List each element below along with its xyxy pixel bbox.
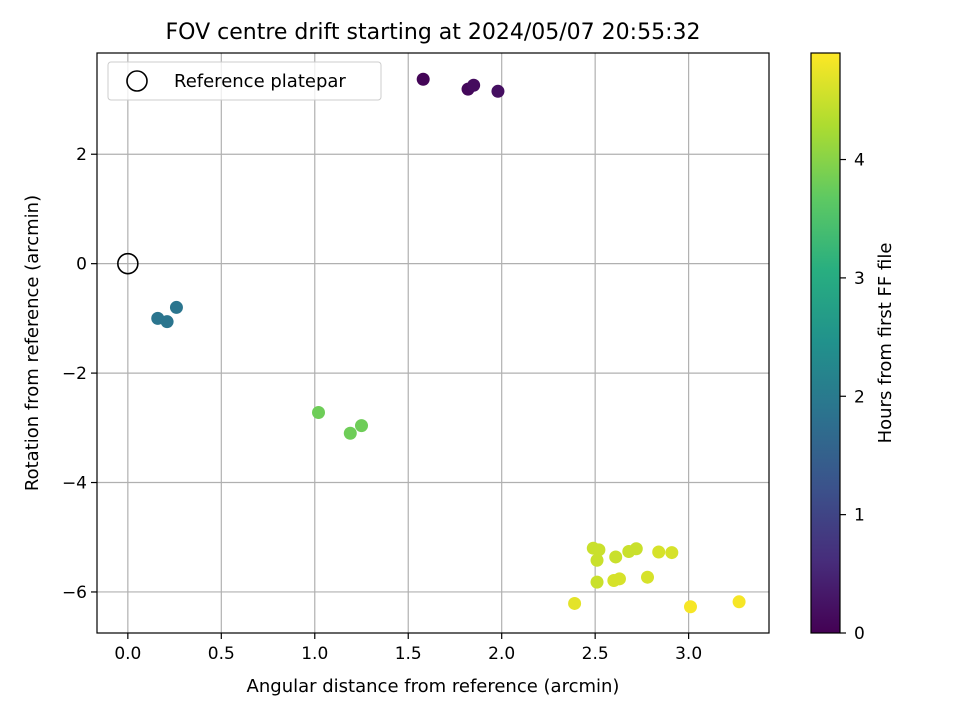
x-tick-label: 1.5 [395, 644, 422, 664]
colorbar-tick-label: 4 [854, 151, 865, 171]
y-tick-label: −2 [62, 364, 87, 384]
x-tick-label: 3.0 [675, 644, 702, 664]
data-point [491, 84, 505, 98]
data-point [665, 546, 679, 560]
data-point [640, 570, 654, 584]
colorbar: 0 1 2 3 4 Hours from first FF file [810, 52, 896, 644]
data-point [355, 419, 369, 433]
data-point [312, 405, 326, 419]
data-point [467, 78, 481, 92]
data-point [652, 545, 666, 559]
colorbar-tick-label: 3 [854, 269, 865, 289]
x-tick-label: 2.5 [582, 644, 609, 664]
data-point [629, 542, 643, 556]
data-point [592, 543, 606, 557]
colorbar-label: Hours from first FF file [875, 243, 896, 444]
x-tick-label: 2.0 [488, 644, 515, 664]
data-point [683, 600, 697, 614]
data-point [732, 595, 746, 609]
data-point [590, 553, 604, 567]
plot-frame [96, 52, 770, 634]
reference-platepar-marker [117, 252, 139, 275]
grid [97, 53, 769, 633]
data-point [416, 72, 430, 86]
data-point [609, 550, 623, 564]
y-axis: −6 −4 −2 0 2 [62, 145, 97, 603]
chart-title: FOV centre drift starting at 2024/05/07 … [166, 20, 701, 45]
legend-box [107, 61, 382, 101]
x-tick-label: 1.0 [301, 644, 328, 664]
colorbar-ticks: 0 1 2 3 4 [840, 151, 865, 644]
y-tick-label: −4 [62, 474, 87, 494]
data-point [160, 315, 174, 329]
colorbar-tick-label: 2 [854, 387, 865, 407]
legend-label: Reference platepar [174, 71, 346, 92]
x-axis-label: Angular distance from reference (arcmin) [247, 676, 620, 697]
data-point [343, 426, 357, 440]
scatter-points [117, 72, 746, 614]
data-point [590, 575, 604, 589]
colorbar-tick-label: 0 [854, 624, 865, 644]
y-tick-label: 0 [76, 255, 87, 275]
x-tick-label: 0.5 [208, 644, 235, 664]
colorbar-gradient [810, 52, 841, 634]
data-point [612, 572, 626, 586]
y-axis-label: Rotation from reference (arcmin) [22, 195, 43, 491]
data-point [169, 300, 183, 314]
legend-reference-marker [126, 70, 148, 92]
y-tick-label: 2 [76, 145, 87, 165]
x-axis: 0.0 0.5 1.0 1.5 2.0 2.5 3.0 [114, 633, 702, 664]
x-tick-label: 0.0 [114, 644, 141, 664]
colorbar-tick-label: 1 [854, 506, 865, 526]
data-point [568, 596, 582, 610]
y-tick-label: −6 [62, 583, 87, 603]
legend: Reference platepar [107, 61, 382, 101]
